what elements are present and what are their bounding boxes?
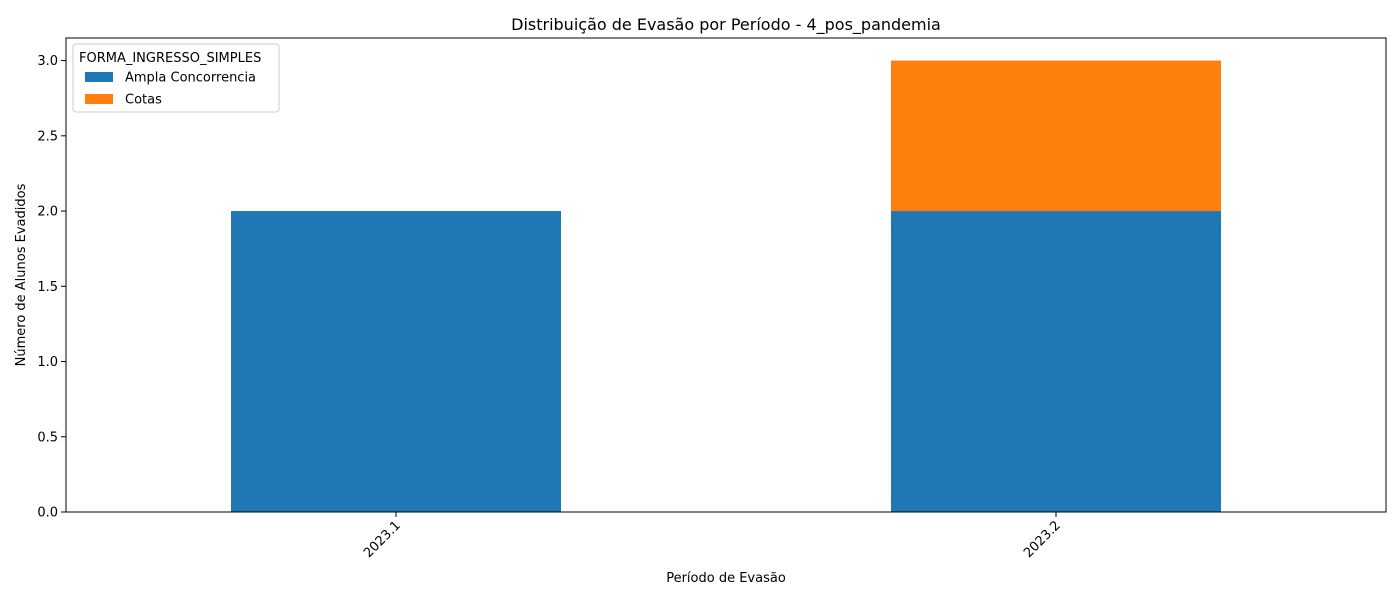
legend-items: Ampla Concorrencia Cotas: [85, 71, 256, 108]
y-axis: 0.0 0.5 1.0 1.5 2.0 2.5 3.0: [37, 54, 66, 521]
plot-frame: [65, 37, 1387, 513]
x-tick-label: 2023.2: [1021, 518, 1064, 561]
bar-ampla-concorrencia-2023.2: [891, 211, 1221, 513]
y-tick-label: 1.0: [37, 355, 58, 370]
chart-title: Distribuição de Evasão por Período - 4_p…: [511, 15, 941, 35]
legend: FORMA_INGRESSO_SIMPLES Ampla Concorrenci…: [72, 43, 280, 113]
x-tick-label: 2023.1: [361, 518, 404, 561]
y-tick-label: 1.5: [37, 280, 58, 295]
legend-box: [72, 43, 280, 113]
legend-swatch: [85, 72, 113, 82]
bar-cotas-2023.2: [891, 60, 1221, 212]
y-tick-label: 2.5: [37, 129, 58, 144]
legend-swatch: [85, 94, 113, 104]
bar-ampla-concorrencia-2023.1: [231, 211, 561, 513]
y-tick-label: 2.0: [37, 205, 58, 220]
legend-entry-label: Cotas: [125, 93, 162, 108]
y-tick-label: 3.0: [37, 54, 58, 69]
y-axis-label: Número de Alunos Evadidos: [14, 183, 29, 366]
bars-group: [231, 60, 1221, 513]
legend-entry-label: Ampla Concorrencia: [125, 71, 256, 86]
y-tick-label: 0.5: [37, 430, 58, 445]
x-axis-label: Período de Evasão: [666, 571, 786, 586]
x-axis: 2023.1 2023.2: [361, 512, 1064, 561]
y-tick-label: 0.0: [37, 506, 58, 521]
legend-title: FORMA_INGRESSO_SIMPLES: [79, 51, 261, 66]
